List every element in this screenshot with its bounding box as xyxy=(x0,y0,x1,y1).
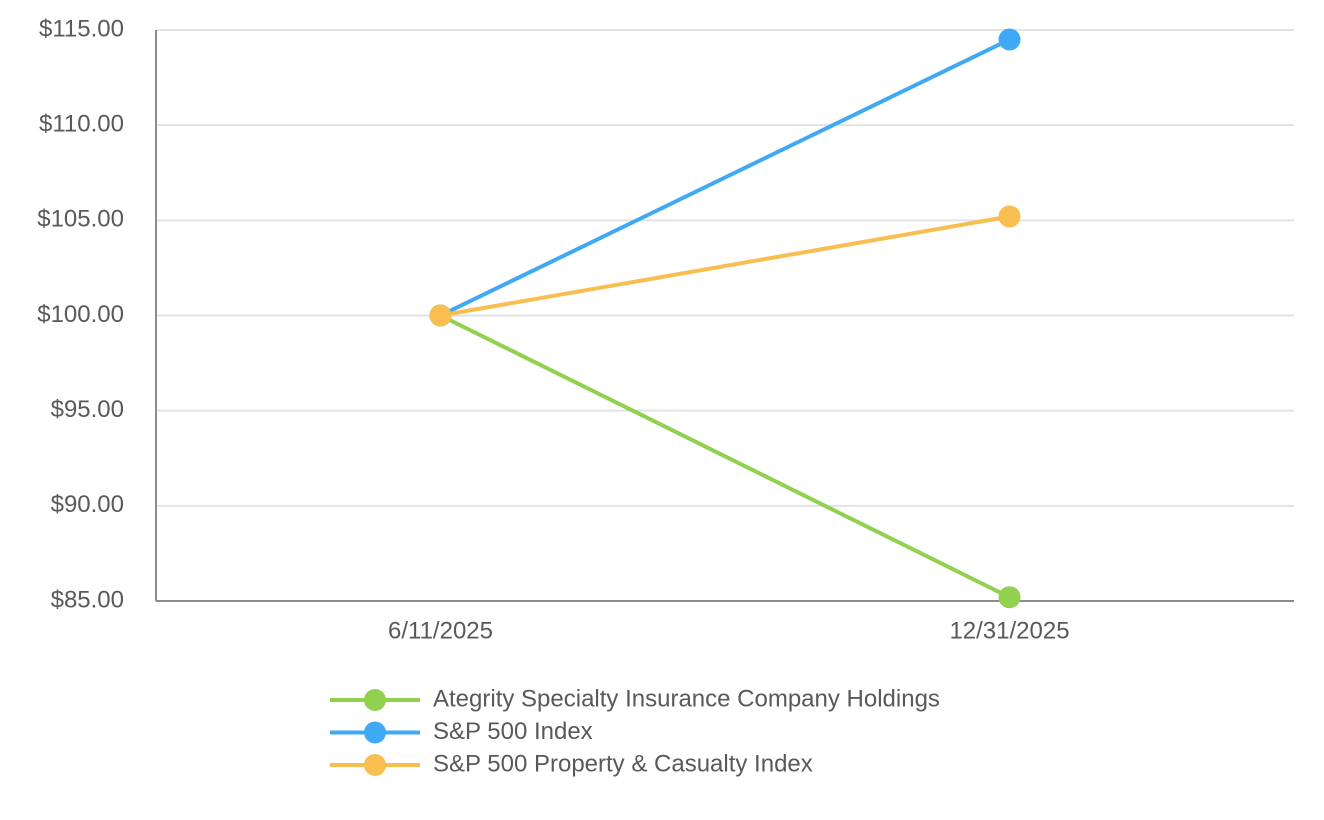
series-line xyxy=(440,214,1010,318)
legend-label: S&P 500 Property & Casualty Index xyxy=(433,750,813,777)
legend-label: S&P 500 Index xyxy=(433,718,593,745)
legend-label: Ategrity Specialty Insurance Company Hol… xyxy=(433,685,940,712)
y-tick-label: $95.00 xyxy=(51,396,124,423)
x-tick-label: 12/31/2025 xyxy=(949,617,1069,644)
legend-marker xyxy=(364,721,386,744)
data-point xyxy=(998,205,1021,228)
y-tick-label: $85.00 xyxy=(51,586,124,613)
legend-marker xyxy=(364,689,386,711)
y-tick-label: $100.00 xyxy=(37,301,124,328)
data-point xyxy=(998,28,1021,51)
y-tick-label: $115.00 xyxy=(39,15,124,42)
series-line xyxy=(439,313,1011,599)
x-tick-label: 6/11/2025 xyxy=(388,617,493,644)
y-tick-label: $105.00 xyxy=(37,206,124,233)
data-point xyxy=(998,586,1021,609)
y-tick-label: $110.00 xyxy=(39,111,124,138)
series-line xyxy=(439,37,1011,318)
legend-marker xyxy=(364,754,386,776)
y-tick-label: $90.00 xyxy=(51,491,124,518)
data-point xyxy=(429,304,452,327)
